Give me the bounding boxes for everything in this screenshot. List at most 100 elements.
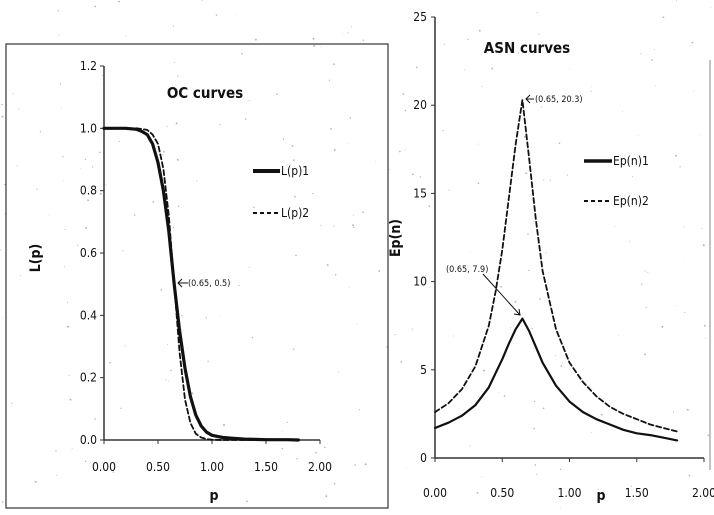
speckle bbox=[621, 110, 623, 112]
speckle bbox=[320, 45, 322, 47]
speckle bbox=[483, 369, 485, 372]
oc-x-tick-label: 0.50 bbox=[146, 460, 170, 474]
speckle bbox=[531, 327, 533, 330]
oc-chart-frame bbox=[5, 43, 389, 509]
oc-x-axis: 0.00 0.50 1.00 1.50 2.00 bbox=[92, 440, 332, 474]
speckle bbox=[313, 44, 316, 47]
speckle bbox=[282, 138, 285, 140]
speckle bbox=[353, 226, 355, 228]
speckle bbox=[428, 205, 431, 207]
speckle bbox=[238, 284, 240, 287]
speckle bbox=[662, 16, 665, 19]
asn-y-axis-title: Ep(n) bbox=[388, 219, 404, 257]
speckle bbox=[477, 182, 480, 185]
speckle bbox=[644, 270, 646, 272]
speckle bbox=[590, 90, 592, 93]
speckle bbox=[691, 41, 694, 44]
asn-y-tick-label: 10 bbox=[413, 275, 427, 289]
speckle bbox=[629, 241, 630, 242]
speckle bbox=[65, 253, 67, 255]
speckle bbox=[333, 482, 336, 485]
speckle bbox=[312, 192, 314, 195]
speckle bbox=[640, 53, 642, 55]
speckle bbox=[707, 434, 710, 437]
speckle bbox=[94, 418, 96, 420]
speckle bbox=[253, 206, 255, 208]
asn-x-axis: 0.00 0.50 1.00 1.50 2.00 bbox=[423, 458, 714, 500]
speckle bbox=[688, 474, 691, 477]
speckle bbox=[101, 74, 103, 77]
speckle bbox=[205, 317, 207, 319]
asn-annotation-peak-2: (0.65, 20.3) bbox=[525, 94, 583, 105]
speckle bbox=[122, 250, 124, 252]
speckle bbox=[569, 68, 570, 70]
speckle bbox=[683, 226, 685, 228]
speckle bbox=[48, 214, 50, 216]
speckle bbox=[488, 304, 490, 306]
speckle bbox=[248, 267, 250, 268]
speckle bbox=[543, 179, 545, 181]
speckle bbox=[120, 407, 122, 409]
asn-y-tick-label: 25 bbox=[413, 10, 427, 24]
speckle bbox=[84, 129, 86, 131]
speckle bbox=[166, 344, 168, 346]
speckle bbox=[296, 458, 298, 460]
speckle bbox=[443, 43, 445, 45]
speckle bbox=[473, 361, 475, 362]
speckle bbox=[618, 335, 619, 337]
speckle bbox=[333, 63, 335, 66]
speckle bbox=[632, 176, 633, 178]
speckle bbox=[398, 150, 401, 153]
speckle bbox=[682, 263, 684, 265]
speckle bbox=[419, 176, 422, 178]
speckle bbox=[538, 33, 540, 35]
speckle bbox=[702, 244, 705, 247]
speckle bbox=[523, 135, 526, 138]
oc-legend-label-2: L(p)2 bbox=[281, 206, 309, 220]
speckle bbox=[84, 460, 87, 462]
speckle bbox=[597, 488, 599, 490]
speckle bbox=[354, 464, 356, 466]
speckle bbox=[12, 93, 14, 95]
speckle bbox=[241, 52, 243, 55]
speckle bbox=[324, 446, 326, 449]
speckle bbox=[349, 117, 352, 119]
speckle bbox=[470, 251, 471, 253]
speckle bbox=[223, 424, 225, 427]
oc-annotation-label: (0.65, 0.5) bbox=[188, 279, 230, 289]
speckle bbox=[4, 183, 6, 186]
speckle bbox=[476, 491, 479, 494]
speckle bbox=[710, 6, 712, 8]
speckle bbox=[591, 86, 592, 87]
speckle bbox=[58, 34, 60, 36]
oc-legend: L(p)1 L(p)2 bbox=[253, 164, 309, 220]
speckle bbox=[220, 315, 221, 317]
speckle bbox=[60, 107, 62, 109]
asn-y-axis: 0 5 10 15 20 25 bbox=[413, 10, 435, 465]
asn-y-tick-label: 0 bbox=[420, 451, 427, 465]
speckle bbox=[67, 325, 70, 328]
speckle bbox=[191, 392, 194, 395]
oc-x-tick-label: 1.00 bbox=[200, 460, 224, 474]
oc-y-tick-label: 1.0 bbox=[80, 121, 97, 135]
speckle bbox=[112, 471, 115, 473]
asn-x-tick-label: 2.00 bbox=[692, 486, 714, 500]
speckle bbox=[181, 315, 183, 317]
oc-title: OC curves bbox=[167, 84, 243, 102]
oc-annotation-arrowhead bbox=[177, 278, 183, 288]
speckle bbox=[545, 252, 547, 254]
speckle bbox=[166, 125, 168, 127]
speckle bbox=[84, 158, 86, 160]
asn-legend-label-1: Ep(n)1 bbox=[613, 154, 649, 168]
oc-legend-label-1: L(p)1 bbox=[281, 164, 309, 178]
speckle bbox=[536, 12, 538, 14]
speckle bbox=[158, 199, 160, 201]
speckle bbox=[405, 468, 407, 470]
oc-series-line-1 bbox=[102, 126, 300, 442]
speckle bbox=[196, 180, 198, 182]
asn-series-lines bbox=[433, 99, 679, 442]
speckle bbox=[540, 106, 542, 108]
speckle bbox=[645, 306, 647, 308]
speckle bbox=[207, 360, 209, 363]
